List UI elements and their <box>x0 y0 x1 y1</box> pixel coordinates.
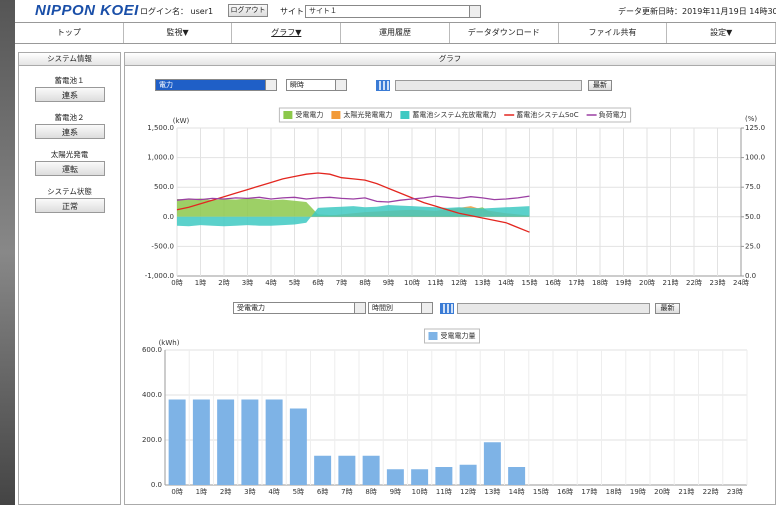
login-name: ログイン名： user1 <box>140 6 213 17</box>
status-label: 太陽光発電 <box>19 149 120 160</box>
status-value: 正常 <box>35 198 105 213</box>
status-label: システム状態 <box>19 186 120 197</box>
interval-select[interactable]: 時間別 <box>368 302 433 314</box>
latest-button[interactable]: 最新 <box>588 80 612 91</box>
metric-select[interactable]: 電力 <box>155 79 277 91</box>
status-label: 蓄電池２ <box>19 112 120 123</box>
status-label: 蓄電池１ <box>19 75 120 86</box>
page: NIPPON KOEI ログイン名： user1 ログアウト サイト： サイト１… <box>0 0 776 505</box>
metric-select[interactable]: 受電電力 <box>233 302 366 314</box>
time-scroll[interactable] <box>395 80 582 91</box>
nav-item[interactable]: データダウンロード <box>450 23 559 43</box>
nav-item[interactable]: 運用履歴 <box>341 23 450 43</box>
nav-item[interactable]: ファイル共有 <box>559 23 668 43</box>
time-scroll[interactable] <box>457 303 650 314</box>
side-strip <box>0 0 15 505</box>
calendar-icon[interactable] <box>440 303 454 314</box>
status-value: 運転 <box>35 161 105 176</box>
status-value: 連系 <box>35 124 105 139</box>
main-title: グラフ <box>125 53 775 66</box>
logo: NIPPON KOEI <box>35 2 139 19</box>
update-time: データ更新日時：2019年11月19日 14時30分 <box>618 6 776 17</box>
site-select[interactable]: サイト１ <box>305 5 481 18</box>
sidebar-title: システム情報 <box>19 53 120 66</box>
calendar-icon[interactable] <box>376 80 390 91</box>
interval-select[interactable]: 瞬時 <box>286 79 347 91</box>
status-value: 連系 <box>35 87 105 102</box>
latest-button[interactable]: 最新 <box>655 303 680 314</box>
nav-item[interactable]: グラフ▼ <box>232 23 341 43</box>
nav-item[interactable]: 設定▼ <box>667 23 776 43</box>
nav-item[interactable]: 監視▼ <box>124 23 233 43</box>
logout-button[interactable]: ログアウト <box>228 4 268 17</box>
nav-item[interactable]: トップ <box>15 23 124 43</box>
nav-bar: トップ監視▼グラフ▼運用履歴データダウンロードファイル共有設定▼ <box>15 22 776 44</box>
main-panel: グラフ <box>124 52 776 505</box>
